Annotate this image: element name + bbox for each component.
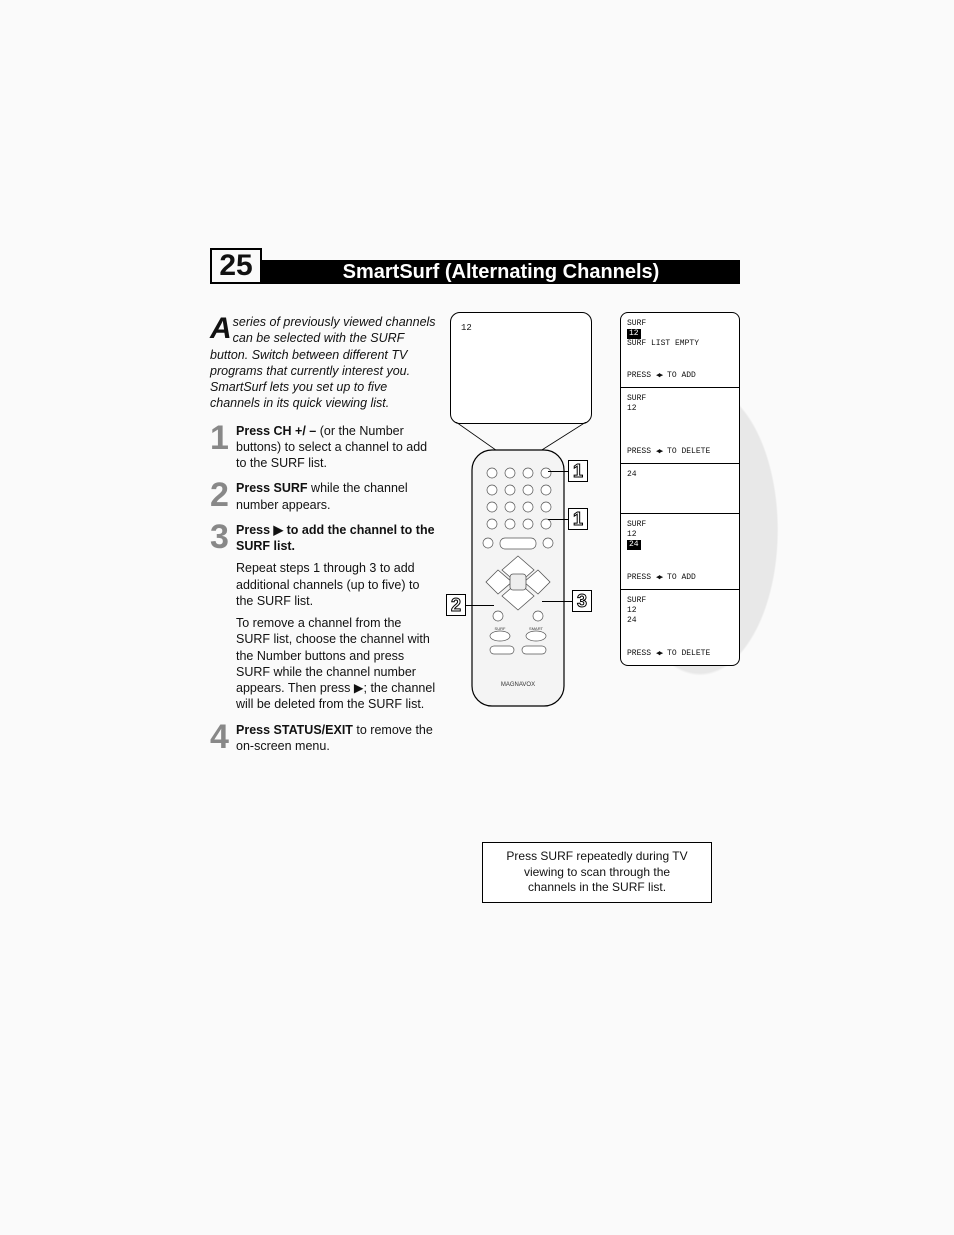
step-2: 2 Press SURF while the channel number ap… [210,479,438,519]
tv-channel-number: 12 [461,323,472,333]
intro-text: series of previously viewed channels can… [210,315,436,410]
step-bold: Press CH +/ – [236,424,316,438]
callout-3: 3 [572,590,592,612]
callout-line [466,605,494,606]
tip-box: Press SURF repeatedly during TV viewing … [482,842,712,903]
step-4: 4 Press STATUS/EXIT to remove the on-scr… [210,721,438,761]
step-1: 1 Press CH +/ – (or the Number buttons) … [210,422,438,478]
svg-text:SMART: SMART [529,626,543,631]
page-number: 25 [219,251,252,281]
header-row: 25 SmartSurf (Alternating Channels) [210,248,740,284]
callout-2: 2 [446,594,466,616]
step-body: Press ▶ to add the channel to the SURF l… [236,521,438,719]
osd-screen: SURF1224PRESS ◀▶ TO DELETE [620,590,740,666]
remote-control-illustration: MAGNAVOX SURF SMART [470,448,566,708]
step-bold: Press ▶ to add the channel to the SURF l… [236,523,435,553]
step-body: Press CH +/ – (or the Number buttons) to… [236,422,438,478]
remote-brand-label: MAGNAVOX [501,682,535,688]
osd-screen: 24 [620,464,740,514]
osd-screen: SURF12PRESS ◀▶ TO DELETE [620,388,740,464]
step-extra: Repeat steps 1 through 3 to add addition… [236,560,438,609]
svg-text:SURF: SURF [495,626,506,631]
manual-page: 25 SmartSurf (Alternating Channels) A se… [210,248,740,894]
osd-screens-column: SURF12SURF LIST EMPTYPRESS ◀▶ TO ADDSURF… [620,312,740,666]
content-row: A series of previously viewed channels c… [210,314,740,894]
step-bold: Press STATUS/EXIT [236,723,353,737]
step-3: 3 Press ▶ to add the channel to the SURF… [210,521,438,719]
step-body: Press STATUS/EXIT to remove the on-scree… [236,721,438,761]
step-extra: To remove a channel from the SURF list, … [236,615,438,713]
instruction-column: A series of previously viewed channels c… [210,314,438,894]
diagram-column: 12 [456,314,740,894]
step-bold: Press SURF [236,481,308,495]
callout-line [542,601,572,602]
intro-dropcap: A [210,314,233,342]
tip-text: Press SURF repeatedly during TV viewing … [506,849,687,894]
step-number: 4 [210,721,236,761]
osd-screen: SURF1224PRESS ◀▶ TO ADD [620,514,740,590]
osd-screen: SURF12SURF LIST EMPTYPRESS ◀▶ TO ADD [620,312,740,388]
callout-line [548,519,568,520]
step-body: Press SURF while the channel number appe… [236,479,438,519]
page-number-box: 25 [210,248,262,284]
callout-line [548,471,568,472]
callout-1a: 1 [568,460,588,482]
page-title: SmartSurf (Alternating Channels) [343,261,660,284]
step-number: 2 [210,479,236,519]
intro-paragraph: A series of previously viewed channels c… [210,314,438,412]
step-number: 1 [210,422,236,478]
main-tv-screen: 12 [450,312,592,424]
step-number: 3 [210,521,236,719]
callout-1b: 1 [568,508,588,530]
title-bar: SmartSurf (Alternating Channels) [262,260,740,284]
